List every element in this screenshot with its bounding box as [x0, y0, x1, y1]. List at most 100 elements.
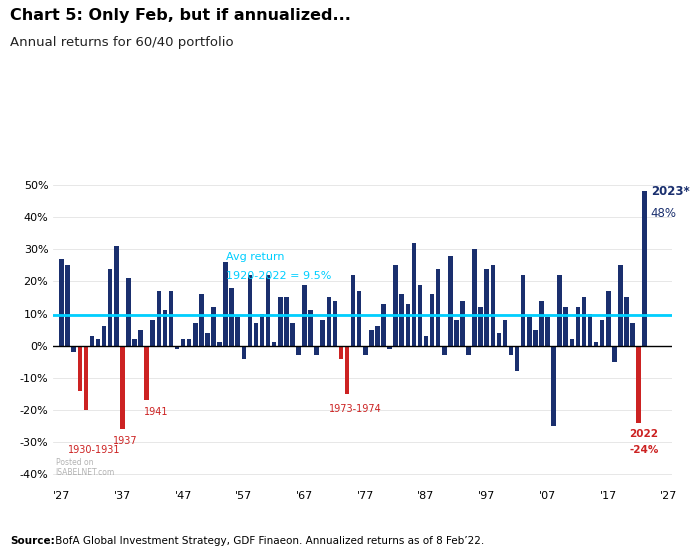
Bar	[248, 275, 252, 346]
Bar	[290, 323, 295, 346]
Bar	[78, 346, 82, 391]
Bar	[630, 323, 635, 346]
Bar	[90, 336, 95, 346]
Bar	[351, 275, 356, 346]
Bar	[162, 310, 167, 346]
Bar	[230, 288, 234, 346]
Bar	[393, 265, 398, 346]
Bar	[545, 317, 550, 346]
Bar	[424, 336, 428, 346]
Bar	[606, 291, 610, 346]
Text: 1937: 1937	[113, 436, 138, 446]
Text: 1973-1974: 1973-1974	[329, 404, 382, 414]
Text: Chart 5: Only Feb, but if annualized...: Chart 5: Only Feb, but if annualized...	[10, 8, 351, 24]
Bar	[491, 265, 495, 346]
Bar	[266, 275, 270, 346]
Bar	[624, 297, 629, 346]
Bar	[442, 346, 447, 356]
Bar	[278, 297, 283, 346]
Bar	[321, 320, 325, 346]
Bar	[120, 346, 125, 430]
Bar	[575, 307, 580, 346]
Bar	[139, 330, 143, 346]
Bar	[570, 339, 574, 346]
Bar	[418, 284, 422, 346]
Bar	[363, 346, 368, 356]
Bar	[484, 269, 489, 346]
Bar	[302, 284, 307, 346]
Text: 1930-1931: 1930-1931	[68, 445, 120, 455]
Bar	[205, 333, 210, 346]
Bar	[272, 343, 276, 346]
Bar	[527, 317, 531, 346]
Text: Source:: Source:	[10, 536, 55, 546]
Bar	[114, 246, 118, 346]
Bar	[473, 249, 477, 346]
Bar	[636, 346, 641, 423]
Text: 1920-2022 = 9.5%: 1920-2022 = 9.5%	[225, 272, 331, 281]
Bar	[144, 346, 149, 400]
Text: Annual returns for 60/40 portfolio: Annual returns for 60/40 portfolio	[10, 36, 234, 49]
Bar	[332, 301, 337, 346]
Bar	[60, 259, 64, 346]
Bar	[557, 275, 562, 346]
Bar	[211, 307, 216, 346]
Text: Posted on
ISABELNET.com: Posted on ISABELNET.com	[55, 458, 115, 478]
Bar	[187, 339, 191, 346]
Text: 1941: 1941	[144, 407, 168, 417]
Bar	[509, 346, 513, 356]
Bar	[314, 346, 319, 356]
Bar	[199, 294, 204, 346]
Bar	[430, 294, 435, 346]
Bar	[466, 346, 471, 356]
Bar	[460, 301, 465, 346]
Bar	[132, 339, 137, 346]
Bar	[339, 346, 343, 358]
Bar	[582, 297, 586, 346]
Bar	[235, 317, 240, 346]
Bar	[327, 297, 331, 346]
Bar	[496, 333, 501, 346]
Bar	[618, 265, 623, 346]
Text: 2022: 2022	[629, 430, 659, 439]
Bar	[478, 307, 483, 346]
Bar	[241, 346, 246, 358]
Bar	[181, 339, 186, 346]
Bar	[253, 323, 258, 346]
Bar	[345, 346, 349, 394]
Bar	[514, 346, 519, 371]
Bar	[260, 314, 265, 346]
Bar	[412, 243, 416, 346]
Bar	[454, 320, 458, 346]
Text: -24%: -24%	[629, 445, 659, 455]
Bar	[150, 320, 155, 346]
Bar	[126, 278, 131, 346]
Bar	[223, 262, 228, 346]
Bar	[375, 326, 379, 346]
Bar	[594, 343, 598, 346]
Bar	[369, 330, 374, 346]
Bar	[405, 304, 410, 346]
Bar	[503, 320, 507, 346]
Bar	[193, 323, 197, 346]
Bar	[217, 343, 222, 346]
Bar	[83, 346, 88, 410]
Bar	[533, 330, 538, 346]
Text: Avg return: Avg return	[225, 252, 284, 262]
Bar	[357, 291, 361, 346]
Bar	[448, 256, 453, 346]
Bar	[175, 346, 179, 349]
Bar	[96, 339, 100, 346]
Text: BofA Global Investment Strategy, GDF Finaeon. Annualized returns as of 8 Feb’22.: BofA Global Investment Strategy, GDF Fin…	[52, 536, 484, 546]
Bar	[71, 346, 76, 352]
Bar	[521, 275, 526, 346]
Bar	[643, 192, 647, 346]
Bar	[108, 269, 113, 346]
Bar	[382, 304, 386, 346]
Text: 48%: 48%	[651, 207, 677, 221]
Bar	[65, 265, 70, 346]
Bar	[308, 310, 313, 346]
Bar	[387, 346, 392, 349]
Bar	[157, 291, 161, 346]
Bar	[296, 346, 301, 356]
